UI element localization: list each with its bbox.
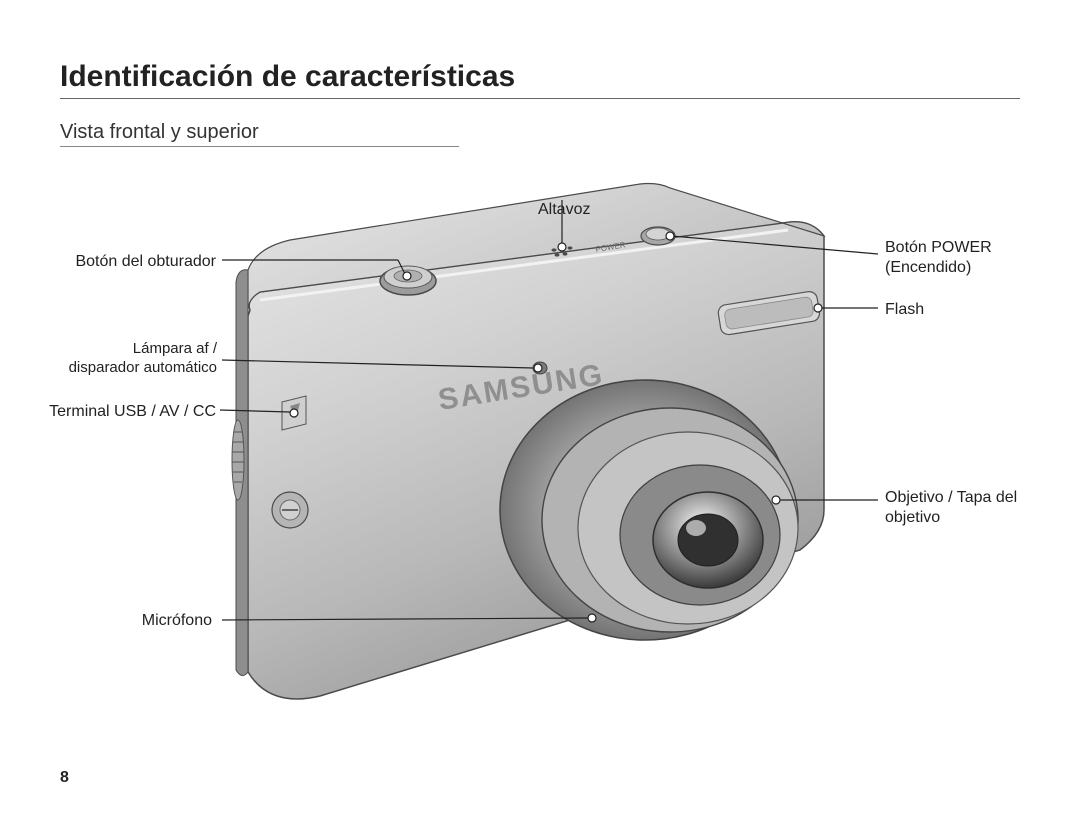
strap-lug [272,492,308,528]
label-af-lamp: Lámpara af / disparador automático [60,340,217,378]
label-shutter: Botón del obturador [66,252,216,272]
label-flash: Flash [885,300,1055,320]
label-speaker: Altavoz [538,200,588,220]
label-usb: Terminal USB / AV / CC [48,402,216,422]
label-microphone: Micrófono [112,611,212,631]
camera-diagram: SAMSUNG [60,140,1020,740]
label-lens: Objetivo / Tapa del objetivo [885,488,1055,528]
label-power: Botón POWER (Encendido) [885,238,1055,278]
mode-dial [232,420,244,500]
page-number: 8 [60,769,69,787]
shutter-button [380,266,436,295]
page-title: Identificación de características [60,60,1020,99]
